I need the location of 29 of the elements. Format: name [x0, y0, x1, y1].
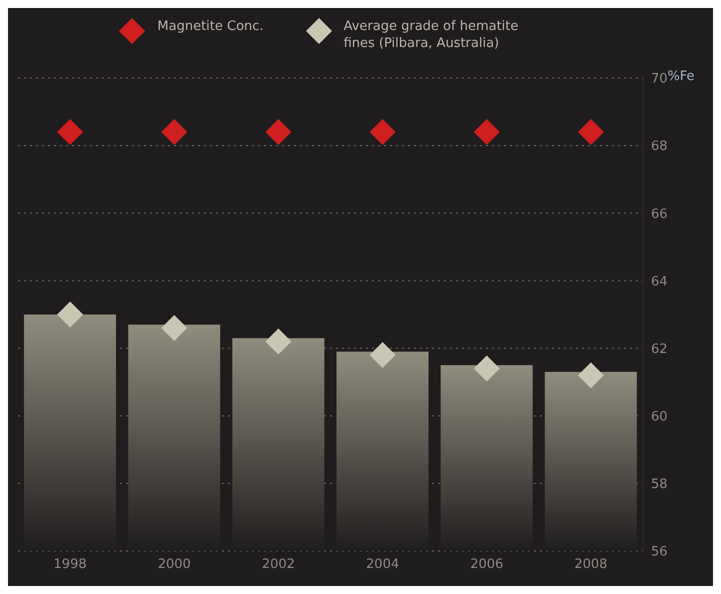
- y-tick-label: 58: [651, 477, 668, 492]
- y-tick-label: 68: [651, 139, 668, 154]
- y-tick-label: 70: [651, 72, 668, 87]
- point: [578, 119, 604, 146]
- x-tick-label: 2000: [158, 557, 191, 572]
- y-tick-label: 60: [651, 409, 668, 424]
- point: [161, 119, 188, 146]
- y-tick-label: 56: [651, 544, 668, 560]
- point: [370, 342, 396, 368]
- y-tick-label: 62: [651, 342, 668, 357]
- point: [57, 302, 84, 328]
- x-tick-label: 2002: [262, 557, 295, 572]
- x-tick-label: 2006: [470, 557, 504, 572]
- x-tick-label: 1998: [54, 557, 87, 572]
- point: [57, 119, 84, 146]
- point: [265, 119, 292, 146]
- point: [474, 119, 500, 146]
- legend-label: Magnetite Conc.: [157, 18, 264, 35]
- point: [474, 356, 500, 382]
- point: [161, 315, 188, 342]
- y-tick-label: 66: [651, 206, 668, 222]
- point: [370, 119, 396, 146]
- point: [578, 362, 604, 388]
- x-tick-label: 2008: [574, 557, 608, 572]
- legend-label: Average grade of hematite fines (Pilbara, Australia): [344, 18, 520, 52]
- point: [265, 328, 292, 355]
- y-tick-label: 64: [651, 274, 668, 290]
- x-tick-label: 2004: [366, 557, 400, 572]
- y-axis-title: %Fe: [667, 69, 695, 84]
